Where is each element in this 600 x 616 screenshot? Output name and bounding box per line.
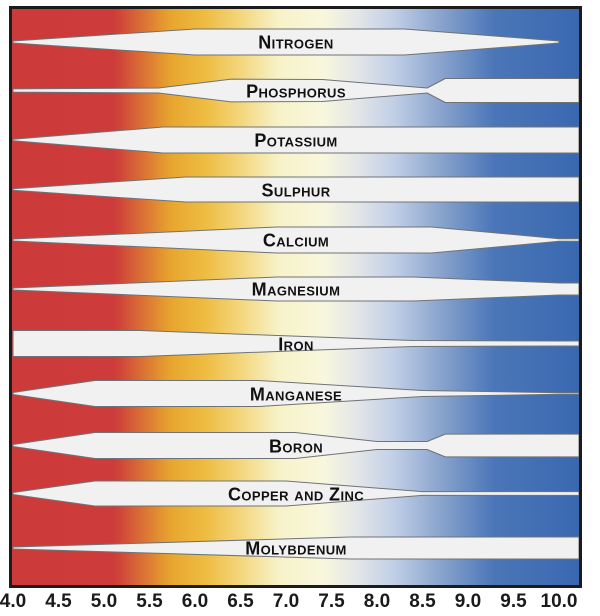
x-tick-label-8.5: 8.5: [409, 591, 436, 612]
x-tick-label-4.5: 4.5: [45, 591, 72, 612]
band-iron: [12, 330, 579, 357]
band-phosphorus: [12, 78, 579, 103]
band-label-sulphur: Sulphur: [261, 180, 331, 200]
band-label-nitrogen: Nitrogen: [258, 32, 334, 53]
band-label-boron: Boron: [269, 436, 323, 456]
band-calcium: [12, 226, 579, 254]
x-tick-label-7.0: 7.0: [272, 591, 300, 612]
band-label-magnesium: Magnesium: [251, 279, 341, 300]
x-tick-label-6.0: 6.0: [181, 591, 209, 612]
gradient-plot-area: Nitrogen Phosphorus Potassium Sulphur Calciu…: [12, 9, 579, 585]
band-boron: [12, 432, 579, 459]
x-tick-label-8.0: 8.0: [363, 591, 391, 612]
x-tick-label-7.5: 7.5: [318, 591, 345, 612]
band-label-molybdenum: Molybdenum: [245, 538, 347, 559]
x-tick-label-9.0: 9.0: [454, 591, 482, 612]
band-potassium: [12, 126, 579, 154]
band-label-calcium: Calcium: [262, 230, 330, 251]
band-label-iron: Iron: [278, 334, 314, 354]
band-nitrogen: [12, 28, 560, 56]
band-magnesium: [12, 276, 579, 302]
x-tick-label-10.0: 10.0: [540, 591, 578, 612]
x-tick-label-9.5: 9.5: [500, 591, 527, 612]
band-molybdenum: [12, 536, 579, 560]
x-tick-label-5.0: 5.0: [90, 591, 118, 612]
band-label-manganese: Manganese: [249, 384, 343, 404]
band-label-phosphorus: Phosphorus: [246, 81, 346, 101]
band-copper-and-zinc: [12, 480, 579, 507]
band-label-copper-and-zinc: Copper and Zinc: [227, 484, 365, 504]
ph-nutrient-chart: Nitrogen Phosphorus Potassium Sulphur Calciu…: [9, 6, 582, 588]
band-sulphur: [12, 176, 579, 203]
band-label-potassium: Potassium: [254, 130, 338, 151]
x-axis: 4.0 4.5 5.0 5.5 6.0 6.5 7.0 7.5 8.0 8.5 9.0 9.5 10.0: [0, 591, 600, 616]
nutrient-bands-svg: [12, 28, 579, 560]
x-tick-label-6.5: 6.5: [227, 591, 254, 612]
x-tick-label-5.5: 5.5: [136, 591, 163, 612]
band-manganese: [12, 380, 579, 407]
x-tick-label-4.0: 4.0: [0, 591, 27, 612]
